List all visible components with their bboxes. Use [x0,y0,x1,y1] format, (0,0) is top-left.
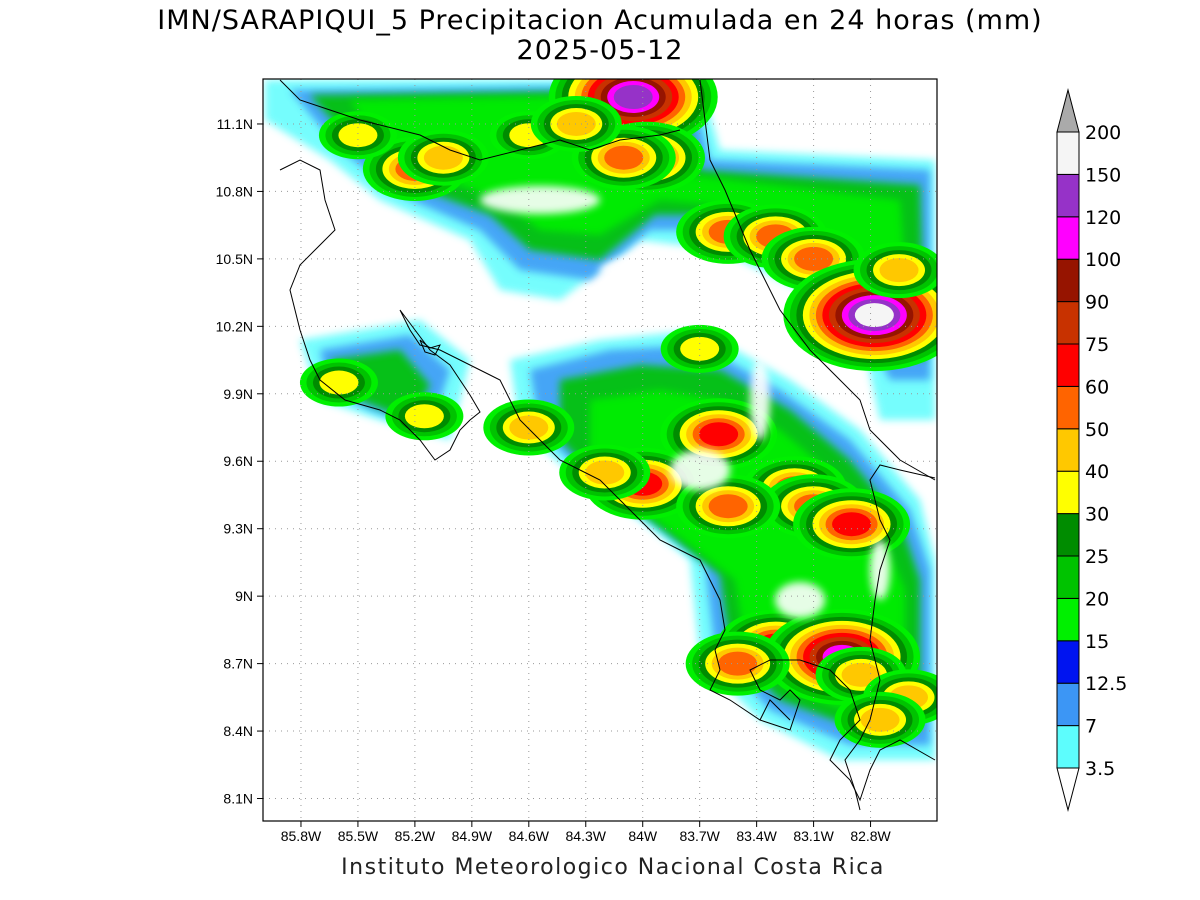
plot-frame [262,78,938,822]
precip-cell [834,691,926,748]
colorbar-label: 120 [1085,207,1121,229]
lat-tick-label: 10.5N [216,251,253,267]
precip-contour [860,707,900,732]
precip-contour [604,145,644,170]
coastline [279,79,936,811]
precip-cell [318,111,397,160]
colorbar-swatch [1056,428,1080,472]
lat-tick-label: 11.1N [217,116,253,132]
precip-cell [853,242,937,299]
precip-cell [385,392,464,441]
lat-tick-label: 9N [235,588,253,604]
colorbar-top-arrow [1056,88,1080,133]
precip-cell [660,324,739,373]
lat-tick-label: 9.9N [223,386,253,402]
colorbar-swatch [1056,258,1080,303]
precip-contour [613,84,653,109]
precip-cell [559,444,651,501]
precip-cell [793,488,911,561]
colorbar-swatch [1056,173,1080,218]
precip-cell [397,129,489,186]
map-title: IMN/SARAPIQUI_5 Precipitacion Acumulada … [157,5,1043,36]
colorbar-label: 12.5 [1085,673,1127,695]
longitude-axis: 85.8W 85.5W 85.2W 84.9W 84.6W 84.3W 84W 83.7W 83… [281,821,892,844]
colorbar-label: 40 [1085,461,1109,483]
colorbar-swatch [1056,640,1080,684]
colorbar-swatch [1056,216,1080,260]
colorbar-label: 75 [1085,334,1109,356]
latitude-axis: 11.1N 10.8N 10.5N 10.2N 9.9N 9.6N 9.3N 9N 8.7N 8.… [216,116,263,807]
colorbar-swatch [1056,513,1080,557]
precip-contour [423,145,463,170]
precip-contour [879,258,919,283]
precip-contour [794,246,834,271]
lon-tick-label: 84.9W [452,828,493,844]
colorbar-label: 20 [1085,588,1109,610]
colorbar-label: 90 [1085,292,1109,314]
lat-tick-label: 9.3N [223,521,253,537]
colorbar-label: 25 [1085,546,1109,568]
precip-contour [708,494,748,519]
footer-credit: Instituto Meteorologico Nacional Costa R… [341,855,885,880]
lat-tick-label: 8.4N [223,723,253,739]
colorbar-swatch [1056,385,1080,430]
precip-contour [841,662,881,687]
colorbar-bottom-arrow [1056,767,1080,812]
colorbar-swatch [1056,301,1080,345]
colorbar-swatch [1056,725,1080,769]
colorbar-label: 200 [1085,122,1121,144]
colorbar-swatch [1056,470,1080,515]
precip-contour [338,123,378,148]
precip-contour [699,422,739,447]
lat-tick-label: 8.1N [223,791,253,807]
precipitation-field [265,79,937,760]
colorbar-label: 7 [1085,716,1097,738]
colorbar-swatch [1056,131,1080,175]
precip-cell [660,398,778,471]
lat-tick-label: 8.7N [223,656,253,672]
colorbar-swatch [1056,343,1080,387]
colorbar-swatch [1056,682,1080,727]
colorbar-swatch [1056,597,1080,642]
colorbar-label: 60 [1085,376,1109,398]
precip-contour [832,512,872,537]
colorbar-label: 15 [1085,631,1109,653]
precip-cell [530,95,622,152]
lon-tick-label: 83.1W [793,828,834,844]
precip-contour [680,336,720,361]
lon-tick-label: 85.2W [395,828,436,844]
colorbar-label: 100 [1085,249,1121,271]
lon-tick-label: 83.7W [679,828,720,844]
lon-tick-label: 84W [628,828,658,844]
precip-cell [299,358,378,407]
colorbar-label: 3.5 [1085,758,1115,780]
precip-contour [585,460,625,485]
lat-tick-label: 10.2N [216,318,253,334]
colorbar-label: 150 [1085,164,1121,186]
lon-tick-label: 82.8W [850,828,891,844]
lat-tick-label: 10.8N [216,183,253,199]
precip-contour [854,303,894,328]
precip-contour [404,404,444,429]
lon-tick-label: 84.6W [509,828,550,844]
lon-tick-label: 85.8W [281,828,322,844]
lon-tick-label: 84.3W [566,828,607,844]
colorbar-label: 50 [1085,419,1109,441]
lon-tick-label: 83.4W [736,828,777,844]
precip-cell [676,474,781,539]
map-grid [263,79,937,821]
colorbar-label: 30 [1085,504,1109,526]
colorbar-swatch [1056,555,1080,599]
lon-tick-label: 85.5W [338,828,379,844]
map-date: 2025-05-12 [516,35,684,66]
colorbar-legend: 3.5 7 12.5 15 20 25 30 40 50 60 75 90 100 120 150 200 [1056,88,1127,812]
precip-contour [319,370,359,395]
lat-tick-label: 9.6N [223,453,253,469]
precip-contour [556,111,596,136]
